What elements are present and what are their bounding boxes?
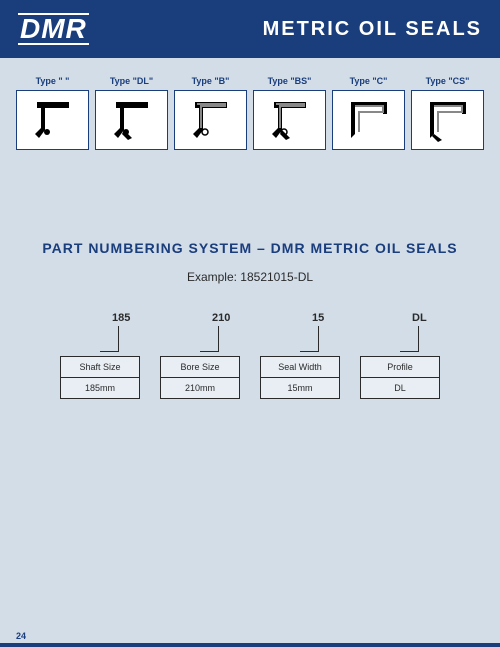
pn-box: Bore Size 210mm <box>160 356 240 399</box>
page-title: METRIC OIL SEALS <box>263 18 482 41</box>
pn-box-value: DL <box>361 378 439 398</box>
seal-type-diagram <box>411 90 484 150</box>
seal-profile-icon <box>266 96 314 144</box>
seal-type-cell: Type "CS" <box>411 76 484 150</box>
pn-code: 210 <box>212 312 230 324</box>
seal-type-label: Type " " <box>16 76 89 86</box>
seal-profile-icon <box>108 96 156 144</box>
pn-leader-line <box>318 326 319 352</box>
seal-type-diagram <box>95 90 168 150</box>
pn-code: DL <box>412 312 427 324</box>
catalog-page: DMR METRIC OIL SEALS Type " " Type "DL" <box>0 0 500 647</box>
seal-profile-icon <box>29 96 77 144</box>
seal-type-cell: Type " " <box>16 76 89 150</box>
seal-type-cell: Type "BS" <box>253 76 326 150</box>
pn-leader-line <box>218 326 219 352</box>
pn-box: Profile DL <box>360 356 440 399</box>
pn-box: Shaft Size 185mm <box>60 356 140 399</box>
seal-type-label: Type "DL" <box>95 76 168 86</box>
seal-type-diagram <box>332 90 405 150</box>
pn-box-value: 185mm <box>61 378 139 398</box>
pn-code: 185 <box>112 312 130 324</box>
seal-type-cell: Type "DL" <box>95 76 168 150</box>
seal-profile-icon <box>424 96 472 144</box>
part-number-diagram: 185 Shaft Size 185mm 210 Bore Size 210mm… <box>60 312 440 432</box>
pn-box-label: Shaft Size <box>61 357 139 378</box>
section-title: PART NUMBERING SYSTEM – DMR METRIC OIL S… <box>0 240 500 256</box>
pn-box-value: 15mm <box>261 378 339 398</box>
pn-box-label: Seal Width <box>261 357 339 378</box>
seal-type-diagram <box>253 90 326 150</box>
seal-type-label: Type "C" <box>332 76 405 86</box>
footer-bar <box>0 643 500 647</box>
seal-type-label: Type "B" <box>174 76 247 86</box>
pn-box-label: Profile <box>361 357 439 378</box>
pn-leader-line <box>118 326 119 352</box>
seal-type-label: Type "BS" <box>253 76 326 86</box>
pn-code: 15 <box>312 312 324 324</box>
seal-types-row: Type " " Type "DL" Type "B" <box>0 58 500 150</box>
brand-logo: DMR <box>18 13 89 45</box>
seal-type-cell: Type "B" <box>174 76 247 150</box>
seal-type-diagram <box>16 90 89 150</box>
pn-box-label: Bore Size <box>161 357 239 378</box>
page-header: DMR METRIC OIL SEALS <box>0 0 500 58</box>
example-text: Example: 18521015-DL <box>0 270 500 284</box>
pn-leader-line <box>418 326 419 352</box>
seal-type-label: Type "CS" <box>411 76 484 86</box>
pn-box-value: 210mm <box>161 378 239 398</box>
seal-profile-icon <box>187 96 235 144</box>
pn-box: Seal Width 15mm <box>260 356 340 399</box>
seal-type-diagram <box>174 90 247 150</box>
seal-profile-icon <box>345 96 393 144</box>
page-number: 24 <box>16 631 26 641</box>
seal-type-cell: Type "C" <box>332 76 405 150</box>
